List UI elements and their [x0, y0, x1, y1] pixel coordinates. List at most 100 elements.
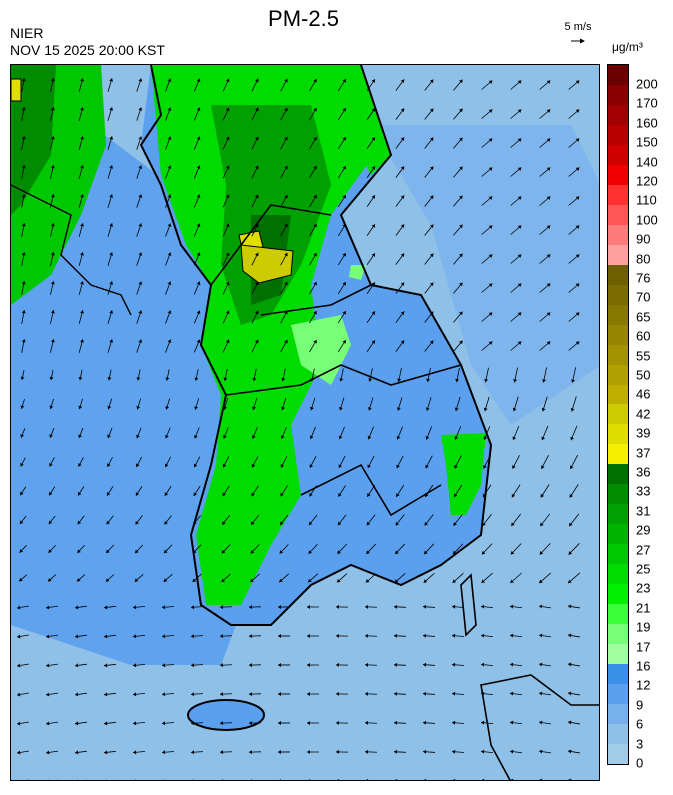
- wind-arrowhead: [426, 378, 431, 382]
- wind-arrowhead: [194, 377, 199, 381]
- colorbar-segment: [608, 504, 628, 525]
- wind-arrowhead: [488, 225, 493, 229]
- wind-arrowhead: [138, 78, 143, 82]
- wind-arrowhead: [50, 281, 55, 285]
- colorbar-segment: [608, 164, 628, 185]
- wind-arrowhead: [452, 604, 456, 609]
- wind-arrowhead: [575, 225, 580, 229]
- wind-arrowhead: [225, 339, 230, 344]
- low-concentration-zone: [371, 125, 599, 425]
- wind-arrowhead: [223, 377, 228, 381]
- wind-arrowhead: [512, 407, 517, 412]
- wind-arrowhead: [569, 465, 574, 469]
- wind-arrowhead: [429, 311, 434, 316]
- colorbar-tick-label: 29: [636, 522, 651, 538]
- wind-arrowhead: [546, 341, 551, 345]
- wind-arrowhead: [249, 750, 253, 755]
- colorbar-tick-label: 25: [636, 561, 651, 577]
- wind-arrowhead: [17, 605, 21, 610]
- wind-arrowhead: [109, 339, 114, 343]
- wind-arrowhead: [336, 749, 340, 754]
- wind-arrowhead: [20, 376, 25, 380]
- wind-arrowhead: [77, 549, 81, 553]
- wind-arrowhead: [225, 223, 230, 228]
- wind-arrowhead: [225, 281, 230, 286]
- wind-arrowhead: [164, 463, 169, 468]
- wind-arrowhead: [162, 605, 166, 610]
- wind-arrowhead: [46, 634, 50, 639]
- wind-arrowhead: [459, 195, 463, 200]
- wind-arrowhead: [250, 779, 252, 780]
- wind-arrowhead: [423, 691, 427, 696]
- wind-arrowhead: [78, 405, 83, 410]
- wind-arrowhead: [221, 779, 223, 780]
- colorbar-tick-label: 33: [636, 483, 651, 499]
- wind-arrowhead: [371, 137, 375, 141]
- wind-arrowhead: [280, 521, 284, 526]
- wind-arrowhead: [517, 196, 522, 200]
- wind-arrowhead: [575, 312, 580, 316]
- wind-arrowhead: [371, 108, 375, 112]
- wind-arrowhead: [342, 79, 346, 83]
- wind-arrowhead: [105, 578, 110, 582]
- wind-arrowhead: [165, 434, 169, 439]
- wind-arrowhead: [310, 378, 315, 382]
- yellow-hotspot-west: [11, 78, 22, 102]
- wind-arrowhead: [220, 721, 224, 726]
- wind-arrowhead: [452, 579, 457, 583]
- wind-arrowhead: [510, 749, 514, 754]
- wind-arrowhead: [284, 281, 288, 286]
- wind-arrowhead: [164, 520, 168, 525]
- wind-arrow: [26, 779, 29, 780]
- wind-arrowhead: [423, 749, 427, 754]
- wind-arrowhead: [338, 493, 342, 497]
- wind-arrowhead: [365, 604, 369, 609]
- wind-arrow: [85, 779, 87, 780]
- wind-arrowhead: [192, 578, 197, 582]
- wind-arrowhead: [284, 223, 288, 228]
- wind-arrowhead: [368, 378, 373, 382]
- wind-arrowhead: [50, 310, 55, 314]
- wind-arrowhead: [254, 194, 259, 199]
- colorbar-tick-label: 110: [636, 192, 657, 208]
- colorbar-tick-label: 17: [636, 639, 651, 655]
- wind-arrowhead: [106, 520, 111, 525]
- wind-arrowhead: [220, 663, 224, 668]
- wind-arrowhead: [109, 165, 114, 169]
- wind-arrowhead: [109, 136, 114, 140]
- wind-arrowhead: [569, 493, 574, 498]
- wind-arrow: [115, 779, 116, 780]
- wind-arrowhead: [541, 436, 546, 441]
- wind-arrowhead: [342, 340, 346, 344]
- wind-vector-field: [17, 78, 581, 780]
- wind-arrowhead: [482, 493, 487, 498]
- wind-arrowhead: [510, 720, 514, 725]
- wind-arrowhead: [21, 78, 26, 82]
- wind-arrowhead: [337, 521, 342, 526]
- wind-arrowhead: [483, 436, 488, 440]
- wind-arrowhead: [133, 605, 137, 610]
- wind-arrowhead: [104, 721, 108, 726]
- wind-arrowhead: [568, 749, 572, 754]
- province-borders: [210, 204, 462, 517]
- wind-arrowhead: [138, 165, 143, 169]
- wind-arrowhead: [313, 339, 317, 344]
- wind-arrowhead: [75, 750, 79, 755]
- wind-arrowhead: [423, 633, 427, 638]
- wind-arrowhead: [571, 379, 575, 383]
- wind-arrowhead: [136, 405, 141, 410]
- wind-arrowhead: [517, 167, 522, 171]
- wind-arrowhead: [76, 578, 81, 582]
- wind-arrowhead: [252, 377, 257, 382]
- yellow-hotspot-seoul: [240, 244, 294, 284]
- wind-arrowhead: [308, 578, 312, 583]
- colorbar-tick-label: 23: [636, 580, 651, 596]
- colorbar-tick-label: 90: [636, 231, 651, 247]
- wind-arrowhead: [163, 578, 168, 582]
- wind-arrowhead: [568, 551, 573, 555]
- colorbar-tick-label: 70: [636, 289, 651, 305]
- wind-arrowhead: [222, 463, 227, 468]
- wind-arrow: [510, 779, 512, 780]
- colorbar-tick-label: 200: [636, 76, 658, 92]
- wind-arrowhead: [337, 550, 341, 554]
